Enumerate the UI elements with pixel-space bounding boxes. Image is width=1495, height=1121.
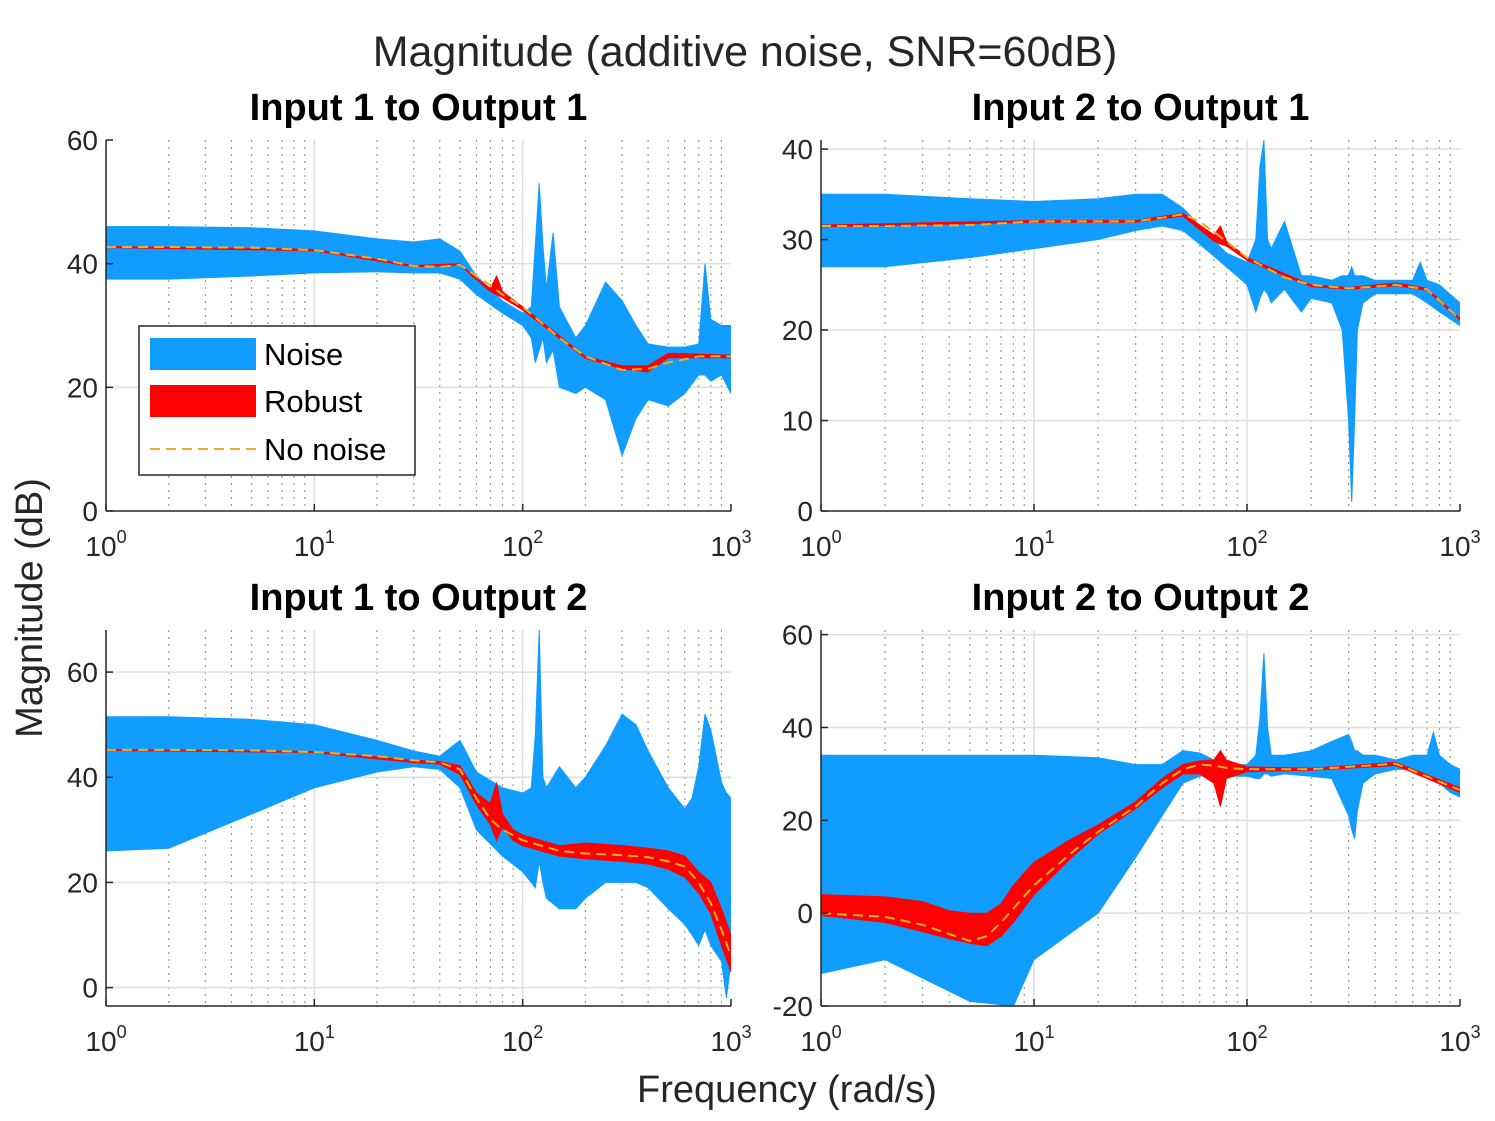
y-tick-label: 0 [82, 496, 98, 527]
legend-label: Robust [264, 384, 363, 419]
x-tick-label: 101 [1013, 527, 1054, 562]
x-tick-label: 100 [85, 1022, 126, 1057]
y-tick-label: 0 [82, 973, 98, 1004]
series-in1-out1 [106, 183, 731, 457]
subplot-in2-out2: -20 0 20 40 60 100 101 102 103 Input 2 to Output … [773, 577, 1481, 1057]
y-tick-label: 40 [67, 762, 98, 793]
nominal-line [821, 213, 1460, 320]
x-tick-label: 103 [1439, 527, 1480, 562]
y-tick-label: 40 [782, 712, 813, 743]
figure-title: Magnitude (additive noise, SNR=60dB) [373, 28, 1118, 76]
subplot-title-in2-out1: Input 2 to Output 1 [972, 87, 1310, 129]
noise-band [821, 140, 1460, 503]
subplot-title-in1-out1: Input 1 to Output 1 [250, 87, 588, 129]
x-tick-label: 102 [502, 1022, 543, 1057]
legend-noise-swatch [150, 338, 256, 370]
y-tick-label: 60 [67, 657, 98, 688]
x-tick-label: 101 [1013, 1022, 1054, 1057]
legend-label: No noise [264, 432, 386, 467]
y-tick-label: -20 [773, 991, 813, 1022]
y-tick-label: 60 [67, 125, 98, 156]
y-tick-label: 20 [67, 372, 98, 403]
legend-label: Noise [264, 337, 343, 372]
y-tick-label: 20 [782, 805, 813, 836]
y-tick-label: 20 [782, 315, 813, 346]
subplot-in2-out1: 0 10 20 30 40 100 101 102 103 Input 2 to Output 1 [782, 87, 1481, 562]
nominal-line [821, 762, 1460, 943]
subplot-in1-out1: 0 20 40 60 100 101 102 103 Input 1 to Output 1 No… [67, 87, 752, 562]
robust-band [106, 748, 731, 972]
series-in1-out2 [106, 630, 731, 999]
robust-band [821, 212, 1460, 321]
x-tick-label: 100 [800, 527, 841, 562]
subplot-title-in1-out2: Input 1 to Output 2 [250, 577, 588, 619]
x-tick-label: 101 [294, 1022, 335, 1057]
robust-band [106, 245, 731, 373]
x-tick-label: 100 [800, 1022, 841, 1057]
y-axis-label: Magnitude (dB) [9, 478, 51, 738]
y-tick-label: 60 [782, 620, 813, 651]
subplot-title-in2-out2: Input 2 to Output 2 [972, 577, 1310, 619]
nominal-line [106, 246, 731, 372]
y-tick-label: 40 [782, 134, 813, 165]
noise-band [106, 630, 731, 999]
x-tick-label: 102 [1226, 1022, 1267, 1057]
x-tick-label: 103 [710, 527, 751, 562]
nominal-line [106, 748, 731, 957]
x-tick-label: 102 [502, 527, 543, 562]
x-tick-label: 100 [85, 527, 126, 562]
legend: Noise Robust No noise [138, 325, 416, 476]
x-tick-label: 103 [710, 1022, 751, 1057]
robust-band [821, 749, 1460, 947]
x-tick-label: 102 [1226, 527, 1267, 562]
y-tick-label: 10 [782, 406, 813, 437]
series-in2-out1 [821, 140, 1460, 503]
subplot-in1-out2: 0 20 40 60 100 101 102 103 Input 1 to Output 2 [67, 577, 752, 1057]
y-tick-label: 40 [67, 249, 98, 280]
y-tick-label: 0 [797, 898, 813, 929]
y-tick-label: 20 [67, 867, 98, 898]
series-in2-out2 [821, 653, 1460, 1006]
x-tick-label: 103 [1439, 1022, 1480, 1057]
y-tick-label: 0 [797, 496, 813, 527]
y-tick-label: 30 [782, 225, 813, 256]
legend-robust-swatch [150, 385, 256, 417]
x-axis-label: Frequency (rad/s) [637, 1069, 937, 1111]
x-tick-label: 101 [294, 527, 335, 562]
